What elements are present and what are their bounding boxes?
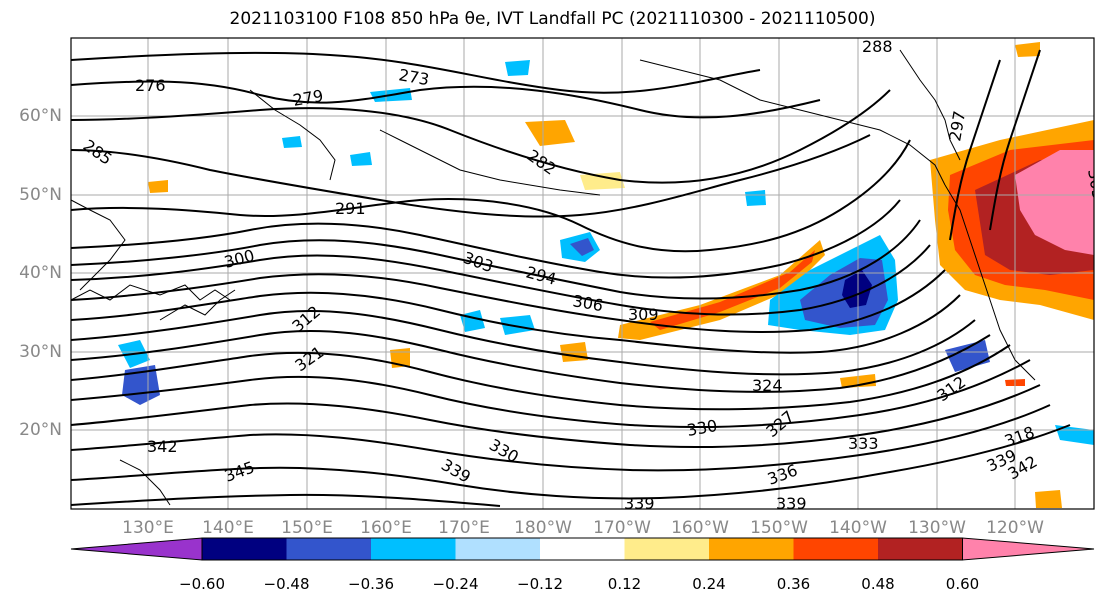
- contour-label: 324: [752, 376, 783, 395]
- colorbar-frame: [201, 537, 963, 561]
- colorbar-extend-low: [70, 537, 203, 561]
- contour-label: 300: [222, 246, 256, 272]
- shading-layer: [118, 42, 1094, 508]
- negative-patch-subtropics-2: [500, 315, 535, 335]
- lat-label: 20°N: [19, 420, 62, 440]
- map-title: 2021103100 F108 850 hPa θe, IVT Landfall…: [229, 9, 876, 29]
- colorbar-segment: [793, 538, 878, 560]
- colorbar-tick-label: −0.36: [348, 575, 394, 593]
- negative-patch-north-4: [282, 136, 302, 148]
- contour-label: 303: [1084, 167, 1105, 200]
- colorbar-segment: [371, 538, 456, 560]
- contour-label: 306: [571, 291, 604, 315]
- colorbar-segment: [709, 538, 794, 560]
- negative-patch-north-3: [350, 152, 372, 166]
- positive-patch-north-3: [148, 180, 168, 193]
- contour-label: 321: [291, 342, 327, 375]
- lon-label: 140°W: [829, 518, 887, 538]
- lon-label: 160°E: [360, 518, 412, 538]
- contour-label: 333: [848, 434, 879, 453]
- colorbar-extend-high: [962, 537, 1095, 561]
- contour-label: 279: [291, 86, 324, 110]
- positive-patch-north-2: [580, 172, 625, 190]
- lon-label: 140°E: [202, 518, 254, 538]
- contour-label: 288: [862, 37, 893, 56]
- positive-patch-north-4: [1015, 42, 1040, 57]
- contour-label: 339: [776, 494, 807, 513]
- positive-patch-north-1: [525, 120, 575, 146]
- contour-label: 276: [135, 76, 166, 95]
- colorbar: [70, 537, 1095, 561]
- contour-label: 345: [222, 457, 257, 485]
- contour-label: 273: [397, 65, 430, 89]
- negative-region-central-strong: [842, 270, 872, 308]
- colorbar-segment: [878, 538, 963, 560]
- positive-patch-subtropics-4: [1035, 490, 1062, 508]
- colorbar-tick-label: 0.36: [776, 575, 811, 593]
- coastlines: [71, 49, 1036, 506]
- contour-label: 294: [524, 263, 558, 289]
- lon-label: 180°W: [514, 518, 572, 538]
- contour-label: 330: [685, 416, 718, 440]
- map-frame: [70, 37, 1095, 510]
- contour-label: 282: [524, 146, 560, 179]
- contour-label: 327: [762, 407, 798, 441]
- lat-label: 50°N: [19, 185, 62, 205]
- negative-patch-west-pacific-2: [570, 238, 594, 256]
- colorbar-tick-label: −0.60: [179, 575, 225, 593]
- positive-band-central: [618, 240, 825, 340]
- colorbar-tick-label: 0.60: [945, 575, 980, 593]
- colorbar-tick-label: 0.24: [692, 575, 726, 593]
- lat-label: 40°N: [19, 263, 62, 283]
- lon-label: 170°E: [438, 518, 490, 538]
- colorbar-segment: [286, 538, 371, 560]
- lon-label: 150°E: [281, 518, 333, 538]
- negative-patch-north-5: [745, 190, 766, 206]
- colorbar-tick-label: −0.24: [432, 575, 479, 593]
- contour-label: 291: [335, 199, 366, 218]
- graticule: [71, 38, 1094, 509]
- map-plot-area: 276 273 279 285 282 291 300 303 294 306 …: [71, 37, 1105, 513]
- positive-band-central-strong: [650, 250, 815, 330]
- lat-label: 60°N: [19, 106, 62, 126]
- lon-label: 130°E: [122, 518, 174, 538]
- lon-label: 130°W: [908, 518, 966, 538]
- colorbar-tick-label: −0.48: [263, 575, 310, 593]
- colorbar-segment: [540, 538, 625, 560]
- lat-label: 30°N: [19, 342, 62, 362]
- contour-label: 309: [628, 305, 659, 324]
- lon-label: 150°W: [750, 518, 808, 538]
- positive-region-coast-pink: [1015, 150, 1094, 255]
- colorbar-segment: [624, 538, 709, 560]
- contour-label: 312: [933, 372, 969, 405]
- contour-label: 342: [147, 437, 178, 456]
- lon-label: 170°W: [593, 518, 651, 538]
- theta-e-contours: [71, 49, 1071, 507]
- lon-label: 160°W: [671, 518, 729, 538]
- contour-label: 297: [945, 109, 969, 142]
- colorbar-segment: [202, 538, 287, 560]
- contour-label: 303: [461, 248, 496, 276]
- negative-patch-north-1: [505, 60, 530, 76]
- colorbar-tick-label: 0.12: [607, 575, 642, 593]
- colorbar-segment: [455, 538, 540, 560]
- contour-label: 339: [624, 494, 655, 513]
- lon-label: 120°W: [986, 518, 1044, 538]
- colorbar-tick-label: −0.12: [517, 575, 563, 593]
- contour-label: 285: [80, 136, 116, 169]
- colorbar-tick-label: 0.48: [861, 575, 895, 593]
